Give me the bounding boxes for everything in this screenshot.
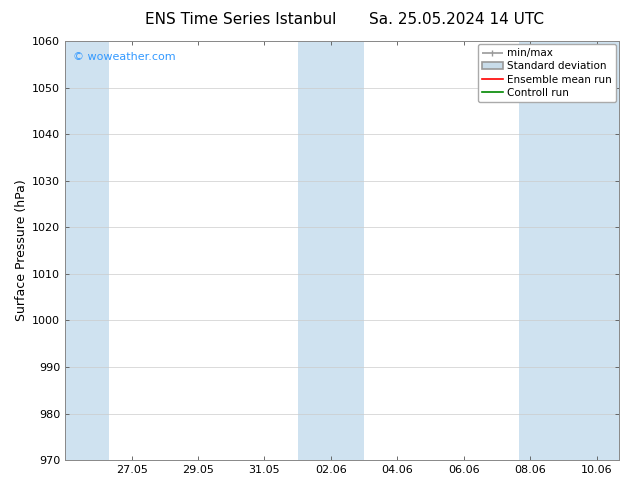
Legend: min/max, Standard deviation, Ensemble mean run, Controll run: min/max, Standard deviation, Ensemble me… bbox=[478, 44, 616, 102]
Text: ENS Time Series Istanbul: ENS Time Series Istanbul bbox=[145, 12, 337, 27]
Bar bbox=[519, 41, 619, 460]
Y-axis label: Surface Pressure (hPa): Surface Pressure (hPa) bbox=[15, 180, 28, 321]
Bar bbox=[298, 41, 364, 460]
Text: © woweather.com: © woweather.com bbox=[74, 51, 176, 62]
Bar bbox=[65, 41, 109, 460]
Text: Sa. 25.05.2024 14 UTC: Sa. 25.05.2024 14 UTC bbox=[369, 12, 544, 27]
